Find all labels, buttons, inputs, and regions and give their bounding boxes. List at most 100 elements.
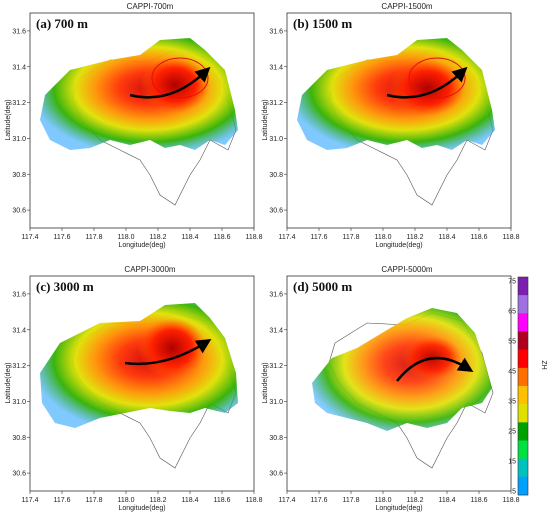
x-tick-label: 117.6 bbox=[54, 497, 71, 504]
x-tick-label: 118.0 bbox=[118, 497, 135, 504]
colorbar-tick-label: 65 bbox=[508, 309, 516, 316]
x-tick-label: 117.4 bbox=[279, 497, 296, 504]
y-ticks: 31.6 31.4 31.2 31.0 30.8 30.6 bbox=[12, 28, 30, 215]
x-tick-label: 118.4 bbox=[439, 497, 456, 504]
x-tick-label: 117.6 bbox=[311, 234, 328, 241]
panel-title: CAPPI-700m bbox=[127, 2, 174, 11]
colorbar-segment bbox=[518, 295, 528, 314]
colorbar: ZH 75 65 55 45 35 25 15 5 bbox=[508, 276, 547, 496]
echo-core bbox=[389, 60, 465, 116]
x-tick-label: 117.8 bbox=[343, 234, 360, 241]
x-tick-label: 118.0 bbox=[375, 234, 392, 241]
y-tick-label: 30.8 bbox=[12, 172, 26, 179]
colorbar-segment bbox=[518, 367, 528, 387]
x-tick-label: 117.8 bbox=[86, 234, 103, 241]
x-tick-label: 118.2 bbox=[407, 497, 424, 504]
x-tick-label: 118.4 bbox=[182, 497, 199, 504]
y-tick-label: 31.2 bbox=[269, 363, 283, 370]
y-ticks: 31.6 31.4 31.2 31.0 30.8 30.6 bbox=[269, 291, 287, 478]
y-tick-label: 31.2 bbox=[12, 363, 26, 370]
panel-label: (b) 1500 m bbox=[293, 16, 352, 31]
x-ticks: 117.4 117.6 117.8 118.0 118.2 118.4 118.6 118.8 bbox=[279, 228, 520, 241]
x-tick-label: 117.8 bbox=[86, 497, 103, 504]
x-tick-label: 118.6 bbox=[471, 234, 488, 241]
y-tick-label: 31.6 bbox=[12, 291, 26, 298]
x-tick-label: 118.2 bbox=[150, 234, 167, 241]
x-axis-label: Longitude(deg) bbox=[118, 242, 165, 249]
y-tick-label: 31.4 bbox=[12, 64, 26, 71]
x-axis-label: Longitude(deg) bbox=[375, 242, 422, 249]
x-tick-label: 118.0 bbox=[375, 497, 392, 504]
y-tick-label: 31.6 bbox=[269, 291, 283, 298]
x-tick-label: 117.6 bbox=[311, 497, 328, 504]
motion-arrow bbox=[124, 339, 212, 366]
panel-d: CAPPI-5000m (d) 5000 m Latitude(deg) Lon… bbox=[262, 265, 520, 512]
y-axis-label: Latitude(deg) bbox=[262, 99, 269, 140]
y-tick-label: 31.2 bbox=[12, 100, 26, 107]
y-ticks: 31.6 31.4 31.2 31.0 30.8 30.6 bbox=[269, 28, 287, 215]
x-ticks: 117.4 117.6 117.8 118.0 118.2 118.4 118.6 118.8 bbox=[22, 228, 263, 241]
y-tick-label: 30.6 bbox=[12, 208, 26, 215]
panel-b: CAPPI-1500m (b) 1500 m Latitude(deg) Lon… bbox=[262, 2, 520, 249]
x-tick-label: 118.2 bbox=[407, 234, 424, 241]
y-tick-label: 30.6 bbox=[12, 471, 26, 478]
x-tick-label: 118.8 bbox=[503, 234, 520, 241]
colorbar-segment bbox=[518, 476, 528, 496]
colorbar-segment bbox=[518, 277, 528, 296]
x-tick-label: 117.4 bbox=[22, 234, 39, 241]
colorbar-segment bbox=[518, 313, 528, 332]
y-ticks: 31.6 31.4 31.2 31.0 30.8 30.6 bbox=[12, 291, 30, 478]
panel-title: CAPPI-3000m bbox=[124, 265, 175, 274]
panel-label: (a) 700 m bbox=[36, 16, 88, 31]
y-tick-label: 30.8 bbox=[269, 172, 283, 179]
y-tick-label: 31.6 bbox=[12, 28, 26, 35]
colorbar-segment bbox=[518, 331, 528, 350]
panel-label: (c) 3000 m bbox=[36, 279, 94, 294]
motion-arrow bbox=[386, 66, 468, 99]
panel-a: CAPPI-700m (a) 700 m Latitude(deg) Longi… bbox=[5, 2, 263, 249]
y-axis-label: Latitude(deg) bbox=[5, 362, 12, 403]
x-tick-label: 117.6 bbox=[54, 234, 71, 241]
x-tick-label: 117.8 bbox=[343, 497, 360, 504]
colorbar-segment bbox=[518, 440, 528, 459]
x-tick-label: 117.4 bbox=[22, 497, 39, 504]
colorbar-label: ZH bbox=[540, 360, 547, 369]
colorbar-tick-label: 35 bbox=[508, 399, 516, 406]
y-tick-label: 31.0 bbox=[12, 136, 26, 143]
x-tick-label: 117.4 bbox=[279, 234, 296, 241]
x-tick-label: 118.8 bbox=[246, 234, 263, 241]
x-tick-label: 118.6 bbox=[471, 497, 488, 504]
colorbar-tick-label: 55 bbox=[508, 339, 516, 346]
motion-arrow bbox=[396, 356, 474, 382]
x-axis-label: Longitude(deg) bbox=[375, 505, 422, 512]
y-tick-label: 30.8 bbox=[269, 435, 283, 442]
colorbar-segment bbox=[518, 386, 528, 405]
panel-title: CAPPI-1500m bbox=[381, 2, 432, 11]
x-tick-label: 118.4 bbox=[439, 234, 456, 241]
x-axis-label: Longitude(deg) bbox=[118, 505, 165, 512]
colorbar-tick-label: 75 bbox=[508, 279, 516, 286]
y-tick-label: 31.0 bbox=[12, 399, 26, 406]
y-tick-label: 31.0 bbox=[269, 136, 283, 143]
colorbar-segment bbox=[518, 349, 528, 369]
y-axis-label: Latitude(deg) bbox=[262, 362, 269, 403]
echo-core bbox=[140, 57, 210, 113]
x-tick-label: 118.2 bbox=[150, 497, 167, 504]
colorbar-tick-label: 45 bbox=[508, 369, 516, 376]
colorbar-segment bbox=[518, 404, 528, 423]
y-tick-label: 31.4 bbox=[269, 64, 283, 71]
panel-title: CAPPI-5000m bbox=[381, 265, 432, 274]
x-tick-label: 118.6 bbox=[214, 497, 231, 504]
motion-arrow bbox=[129, 66, 211, 99]
panel-c: CAPPI-3000m (c) 3000 m Latitude(deg) Lon… bbox=[5, 265, 263, 512]
x-tick-label: 118.8 bbox=[246, 497, 263, 504]
y-tick-label: 30.8 bbox=[12, 435, 26, 442]
x-tick-label: 118.8 bbox=[503, 497, 520, 504]
x-ticks: 117.4 117.6 117.8 118.0 118.2 118.4 118.6 118.8 bbox=[22, 491, 263, 504]
y-tick-label: 30.6 bbox=[269, 208, 283, 215]
echo-area bbox=[312, 308, 492, 431]
x-ticks: 117.4 117.6 117.8 118.0 118.2 118.4 118.6 118.8 bbox=[279, 491, 520, 504]
x-tick-label: 118.6 bbox=[214, 234, 231, 241]
colorbar-tick-label: 5 bbox=[512, 489, 516, 496]
